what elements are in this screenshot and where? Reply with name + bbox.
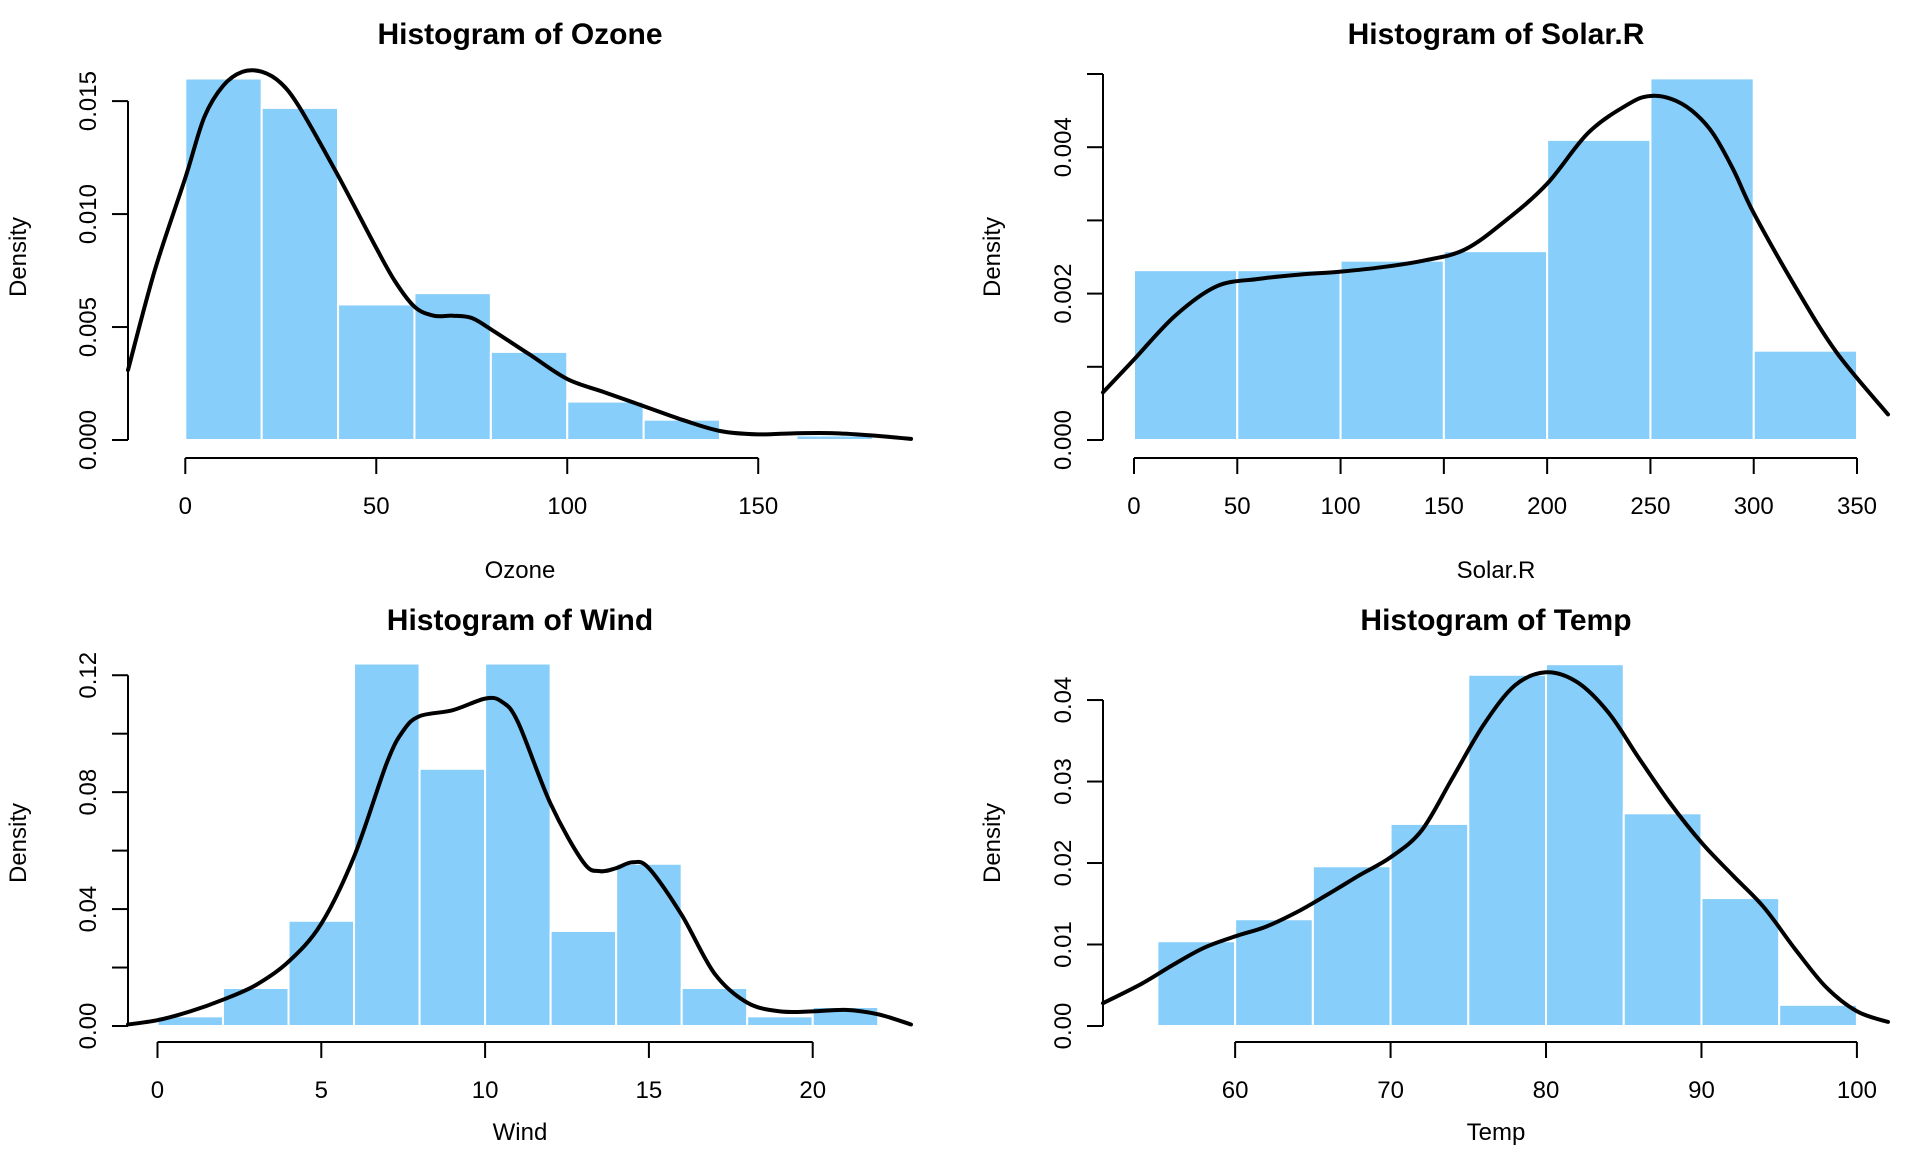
x-tick-label: 100 [547,493,587,520]
x-tick-label: 0 [1127,493,1140,520]
x-tick-label: 80 [1533,1077,1560,1104]
y-tick-label: 0.005 [75,297,102,357]
x-tick-label: 20 [799,1077,826,1104]
histogram-bar [184,77,263,441]
x-tick-label: 5 [315,1077,328,1104]
y-axis-label: Density [5,217,32,297]
x-tick-label: 50 [363,493,390,520]
x-tick-label: 60 [1222,1077,1249,1104]
histogram-bar [260,106,340,441]
histogram-bar [795,434,874,441]
y-tick-label: 0.000 [1050,410,1077,470]
chart-panel-3: 0 5 10 15 20 0.00 0.04 0.08 0.12 Histogram of Win… [5,604,913,1146]
histogram-bar [1311,865,1392,1027]
histogram-bar [1778,1003,1858,1027]
histogram-bar [1156,940,1237,1027]
y-tick-label: 0.08 [75,769,102,816]
histogram-bar [1442,250,1549,441]
histogram-bar [1649,77,1755,441]
y-tick-label: 0.002 [1050,264,1077,324]
histogram-bar [615,862,683,1027]
x-tick-label: 50 [1224,493,1251,520]
histogram-bar [287,919,356,1027]
histogram-bar [1545,663,1625,1028]
y-tick-label: 0.015 [75,71,102,131]
y-tick-label: 0.010 [75,184,102,244]
x-tick-label: 300 [1734,493,1774,520]
chart-panel-2: 0 50 100 150 200 250 300 350 0.000 0.002 0.004 Hist… [979,18,1890,584]
histogram-bar [1752,349,1859,442]
histogram-bar [1339,259,1445,441]
x-tick-label: 100 [1321,493,1361,520]
y-tick-label: 0.04 [75,886,102,933]
y-tick-label: 0.00 [75,1003,102,1050]
x-tick-label: 150 [1424,493,1464,520]
y-tick-label: 0.12 [75,652,102,699]
x-tick-label: 0 [179,493,192,520]
histogram-bar [353,662,421,1027]
y-tick-label: 0.00 [1050,1003,1077,1050]
x-tick-label: 70 [1377,1077,1404,1104]
y-tick-label: 0.01 [1050,921,1077,968]
density-curve [1101,670,1890,1024]
histogram-bar [1546,138,1652,441]
y-axis-label: Density [979,803,1006,883]
histogram-bar [1467,673,1548,1028]
y-tick-label: 0.03 [1050,758,1077,805]
y-axis-label: Density [5,803,32,883]
histogram-bar [1236,269,1342,441]
chart-title: Histogram of Solar.R [1348,18,1645,51]
x-axis-label: Ozone [485,557,556,584]
y-tick-label: 0.02 [1050,840,1077,887]
histogram-bar [1700,897,1781,1028]
x-tick-label: 100 [1837,1077,1877,1104]
x-tick-label: 0 [151,1077,164,1104]
density-curve [1101,93,1890,417]
histogram-bar [418,767,487,1027]
density-curve [126,68,913,441]
histogram-bar [549,930,618,1027]
histogram-bar [489,350,569,441]
x-tick-label: 350 [1837,493,1877,520]
histogram-bar [1389,822,1470,1028]
histogram-bar [746,1015,814,1027]
histogram-bar [1622,812,1703,1028]
density-curve [126,695,913,1027]
x-tick-label: 150 [738,493,778,520]
x-tick-label: 15 [636,1077,663,1104]
x-tick-label: 200 [1527,493,1567,520]
chart-title: Histogram of Ozone [377,18,662,51]
x-axis-label: Solar.R [1457,557,1536,584]
chart-title: Histogram of Temp [1360,604,1631,637]
histogram-bar [566,400,645,441]
y-tick-label: 0.04 [1050,677,1077,724]
histogram-bar [1132,269,1239,441]
x-axis-label: Temp [1467,1119,1526,1146]
chart-title: Histogram of Wind [387,604,653,637]
x-tick-label: 90 [1688,1077,1715,1104]
histogram-bar [1234,918,1314,1027]
x-tick-label: 10 [472,1077,499,1104]
chart-panel-1: 0 50 100 150 0.000 0.005 0.010 0.015 Histogram o… [5,18,913,584]
x-axis-label: Wind [493,1119,548,1146]
chart-panel-4: 60 70 80 90 100 0.00 0.01 0.02 0.03 0.04 Histogram… [979,604,1890,1146]
histogram-bar [337,303,416,442]
x-tick-label: 250 [1630,493,1670,520]
y-tick-label: 0.004 [1050,117,1077,177]
y-tick-label: 0.000 [75,410,102,470]
y-axis-label: Density [979,217,1006,297]
